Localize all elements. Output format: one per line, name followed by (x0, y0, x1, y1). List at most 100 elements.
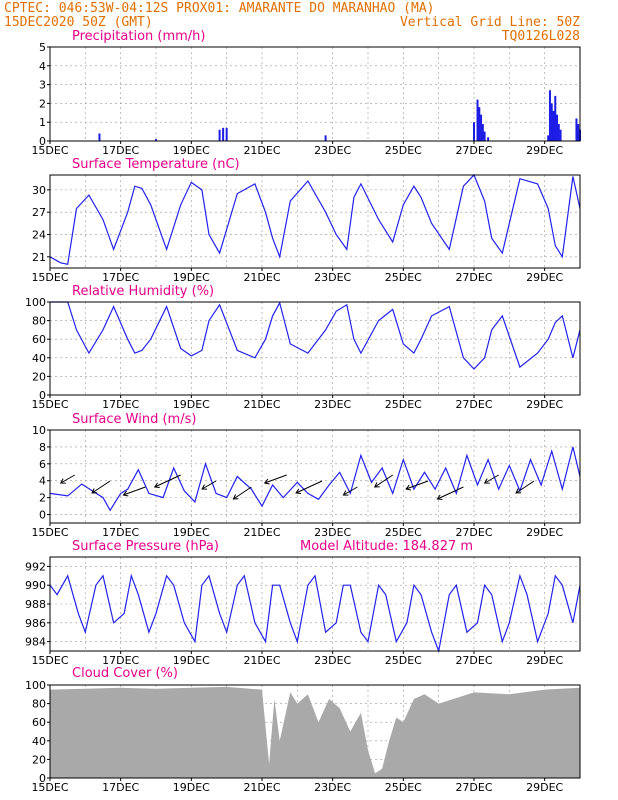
x-tick-label: 17DEC (102, 271, 139, 284)
y-tick-label: 40 (32, 735, 46, 748)
y-tick-label: 10 (32, 424, 46, 437)
x-tick-label: 17DEC (102, 526, 139, 539)
x-tick-label: 25DEC (385, 398, 422, 411)
y-tick-label: 27 (32, 206, 46, 219)
x-tick-label: 19DEC (173, 654, 210, 667)
x-tick-label: 17DEC (102, 781, 139, 794)
header-model-id: TQ0126L028 (502, 29, 580, 44)
wind-arrow-head (342, 490, 349, 496)
precip-bar (481, 124, 484, 141)
model-altitude: Model Altitude: 184.827 m (300, 539, 473, 554)
precip-title: Precipitation (mm/h) (72, 29, 205, 44)
panel-frame (49, 556, 581, 652)
wind-arrow-head (91, 488, 98, 494)
x-tick-label: 17DEC (102, 398, 139, 411)
series-line (49, 173, 581, 266)
precip-bar (222, 127, 225, 141)
y-tick-label: 990 (25, 579, 46, 592)
x-tick-label: 21DEC (243, 654, 280, 667)
y-tick-label: 100 (25, 296, 46, 309)
wind-arrow-head (263, 478, 270, 485)
precip-bar (476, 99, 479, 141)
x-tick-label: 29DEC (526, 144, 563, 157)
x-tick-label: 19DEC (173, 144, 210, 157)
header-grid-info: Vertical Grid Line: 50Z (400, 15, 580, 30)
y-tick-label: 992 (25, 560, 46, 573)
x-tick-label: 21DEC (243, 526, 280, 539)
precip-bar (487, 137, 490, 141)
panel-frame (49, 429, 581, 524)
y-tick-label: 4 (39, 60, 46, 73)
cloud-area (50, 686, 580, 778)
wind-arrow-head (405, 484, 412, 491)
x-tick-label: 21DEC (243, 398, 280, 411)
precip-bar (218, 129, 221, 141)
panel-3: 0 2 4 6 8 10 15DEC 17DEC 19DEC 21DEC 23DEC 25DEC 27D… (31, 424, 581, 539)
pressure-title: Surface Pressure (hPa) (72, 539, 219, 554)
temp-title: Surface Temperature (nC) (72, 157, 240, 172)
x-tick-label: 29DEC (526, 781, 563, 794)
x-tick-label: 15DEC (31, 526, 68, 539)
x-tick-label: 25DEC (385, 526, 422, 539)
x-tick-label: 25DEC (385, 271, 422, 284)
wind-arrow (515, 480, 535, 494)
wind-arrow (91, 480, 111, 494)
wind-arrow-head (483, 478, 490, 484)
panel-frame (49, 174, 581, 269)
precip-bar (480, 114, 483, 141)
x-tick-label: 17DEC (102, 144, 139, 157)
y-tick-label: 6 (39, 458, 46, 471)
wind-arrow (484, 474, 499, 484)
y-tick-label: 0 (39, 772, 46, 785)
y-tick-label: 0 (39, 509, 46, 522)
wind-arrow (123, 486, 146, 496)
x-tick-label: 17DEC (102, 654, 139, 667)
panel-frame (49, 684, 581, 779)
y-tick-label: 984 (25, 636, 46, 649)
precip-bar (98, 133, 101, 141)
y-tick-label: 4 (39, 475, 46, 488)
y-tick-label: 100 (25, 679, 46, 692)
precip-bar (554, 95, 557, 141)
x-tick-label: 15DEC (31, 398, 68, 411)
x-tick-label: 23DEC (314, 526, 351, 539)
precip-bar (575, 118, 578, 141)
precip-bar (547, 135, 550, 141)
y-tick-label: 24 (32, 229, 46, 242)
x-tick-label: 27DEC (455, 654, 492, 667)
x-tick-label: 21DEC (243, 144, 280, 157)
header-line-1: CPTEC: 046:53W-04:12S PROX01: AMARANTE D… (4, 1, 434, 16)
x-tick-label: 19DEC (173, 526, 210, 539)
precip-bar (225, 127, 228, 141)
x-tick-label: 27DEC (455, 526, 492, 539)
x-tick-label: 29DEC (526, 271, 563, 284)
x-tick-label: 25DEC (385, 144, 422, 157)
x-tick-label: 29DEC (526, 526, 563, 539)
wind-arrow-head (295, 488, 302, 495)
wind-title: Surface Wind (m/s) (72, 412, 196, 427)
precip-bar (559, 129, 562, 141)
x-tick-label: 25DEC (385, 654, 422, 667)
wind-arrow (437, 486, 464, 500)
series-line (49, 446, 581, 512)
x-tick-label: 23DEC (314, 398, 351, 411)
y-tick-label: 8 (39, 441, 46, 454)
header-run-time: 15DEC2020 50Z (GMT) (4, 15, 153, 30)
x-tick-label: 21DEC (243, 271, 280, 284)
plots: 0 1 2 3 4 5 15DEC 17DEC 19DEC 21DEC 23DEC 25DEC 27DE… (25, 41, 581, 794)
x-tick-label: 15DEC (31, 271, 68, 284)
y-tick-label: 988 (25, 598, 46, 611)
x-tick-label: 23DEC (314, 144, 351, 157)
x-tick-label: 27DEC (455, 144, 492, 157)
x-tick-label: 29DEC (526, 654, 563, 667)
precip-bar (552, 110, 555, 141)
wind-arrow (295, 480, 323, 494)
x-tick-label: 23DEC (314, 781, 351, 794)
series-line (49, 573, 581, 654)
x-tick-label: 15DEC (31, 654, 68, 667)
y-tick-label: 3 (39, 79, 46, 92)
panel-0: 0 1 2 3 4 5 15DEC 17DEC 19DEC 21DEC 23DEC 25DEC 27DE… (31, 41, 581, 157)
precip-bar (556, 114, 559, 141)
